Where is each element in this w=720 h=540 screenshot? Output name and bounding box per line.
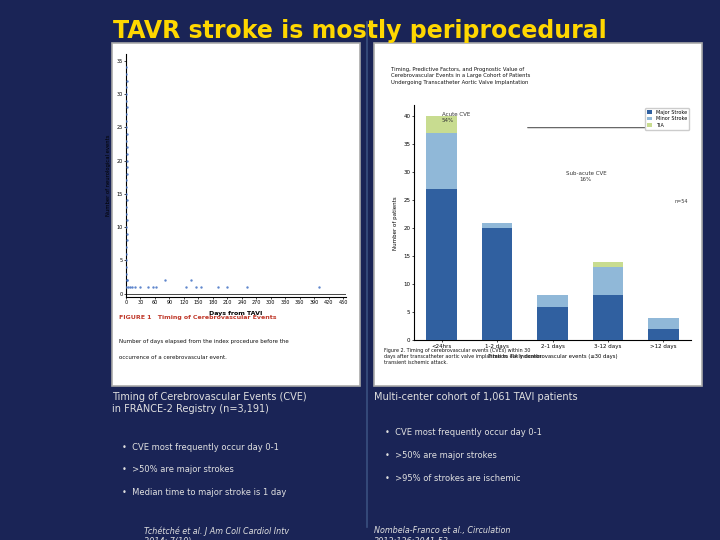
Text: Acute CVE
54%: Acute CVE 54% xyxy=(442,112,470,123)
Point xyxy=(126,283,138,292)
Bar xyxy=(593,262,624,267)
Point xyxy=(313,283,325,292)
Point xyxy=(212,283,223,292)
Point xyxy=(124,283,135,292)
Point xyxy=(120,256,132,265)
Point xyxy=(135,283,146,292)
Text: TAVR stroke is mostly periprocedural: TAVR stroke is mostly periprocedural xyxy=(113,19,607,43)
Point xyxy=(222,283,233,292)
Point xyxy=(121,63,132,72)
Point xyxy=(120,83,132,92)
Text: Timing, Predictive Factors, and Prognostic Value of
Cerebrovascular Events in a : Timing, Predictive Factors, and Prognost… xyxy=(391,66,530,85)
Bar xyxy=(482,222,513,228)
Bar xyxy=(648,318,679,329)
Bar xyxy=(648,329,679,340)
Text: n=54: n=54 xyxy=(675,199,688,204)
Point xyxy=(120,123,132,132)
Point xyxy=(121,269,132,278)
Text: •  >50% are major strokes: • >50% are major strokes xyxy=(385,451,497,460)
Point xyxy=(121,203,132,212)
Point xyxy=(120,136,132,145)
Text: Figure 2. Timing of cerebrovascular events (CVEs) within 30
days after transcath: Figure 2. Timing of cerebrovascular even… xyxy=(384,348,541,365)
Point xyxy=(121,249,132,258)
Bar xyxy=(482,228,513,340)
Bar xyxy=(537,307,568,340)
Text: Nombela-Franco et al., Circulation
2012;126:3041-53: Nombela-Franco et al., Circulation 2012;… xyxy=(374,526,511,540)
Text: •  Median time to major stroke is 1 day: • Median time to major stroke is 1 day xyxy=(122,488,287,497)
Point xyxy=(121,103,132,112)
Bar xyxy=(426,189,457,340)
Point xyxy=(129,283,140,292)
Point xyxy=(120,223,132,232)
Text: •  CVE most frequently occur day 0-1: • CVE most frequently occur day 0-1 xyxy=(385,428,542,437)
Point xyxy=(142,283,153,292)
Text: •  >95% of strokes are ischemic: • >95% of strokes are ischemic xyxy=(385,474,521,483)
Point xyxy=(181,283,192,292)
Point xyxy=(121,143,132,152)
Point xyxy=(121,130,132,138)
Point xyxy=(150,283,162,292)
Text: Multi-center cohort of 1,061 TAVI patients: Multi-center cohort of 1,061 TAVI patien… xyxy=(374,392,578,402)
Point xyxy=(121,96,132,105)
Point xyxy=(122,276,133,285)
Point xyxy=(121,276,132,285)
Point xyxy=(121,150,132,158)
Text: Number of days elapsed from the index procedure before the: Number of days elapsed from the index pr… xyxy=(119,339,289,344)
Point xyxy=(147,283,158,292)
X-axis label: Time to early cerebrovascular events (≤30 days): Time to early cerebrovascular events (≤3… xyxy=(487,354,618,359)
Point xyxy=(121,196,132,205)
Point xyxy=(121,170,132,178)
Point xyxy=(241,283,253,292)
Text: •  CVE most frequently occur day 0-1: • CVE most frequently occur day 0-1 xyxy=(122,443,279,452)
Text: occurrence of a cerebrovascular event.: occurrence of a cerebrovascular event. xyxy=(119,355,227,360)
Point xyxy=(120,90,132,98)
Bar xyxy=(593,295,624,340)
Point xyxy=(195,283,207,292)
Point xyxy=(121,216,132,225)
Point xyxy=(121,283,132,292)
Point xyxy=(121,210,132,218)
Bar xyxy=(426,133,457,189)
Bar xyxy=(426,117,457,133)
Point xyxy=(121,236,132,245)
Point xyxy=(121,230,132,238)
Point xyxy=(120,183,132,192)
Point xyxy=(190,283,202,292)
Text: Timing of Cerebrovascular Events (CVE)
in FRANCE-2 Registry (n=3,191): Timing of Cerebrovascular Events (CVE) i… xyxy=(112,392,306,414)
Point xyxy=(122,283,134,292)
Point xyxy=(120,70,132,78)
Y-axis label: Number of neurological events: Number of neurological events xyxy=(106,135,111,216)
Legend: Major Stroke, Minor Stroke, TIA: Major Stroke, Minor Stroke, TIA xyxy=(645,108,689,130)
Point xyxy=(120,243,132,252)
Text: Sub-acute CVE
16%: Sub-acute CVE 16% xyxy=(565,171,606,182)
Point xyxy=(120,190,132,198)
Point xyxy=(120,176,132,185)
Text: •  >50% are major strokes: • >50% are major strokes xyxy=(122,465,234,475)
Point xyxy=(121,76,132,85)
Point xyxy=(121,116,132,125)
Point xyxy=(185,276,197,285)
Point xyxy=(121,163,132,172)
Point xyxy=(121,263,132,272)
Text: FIGURE 1   Timing of Cerebrovascular Events: FIGURE 1 Timing of Cerebrovascular Event… xyxy=(119,315,276,320)
Bar xyxy=(593,267,624,295)
Point xyxy=(120,110,132,118)
Y-axis label: Number of patients: Number of patients xyxy=(393,196,398,249)
X-axis label: Days from TAVI: Days from TAVI xyxy=(209,311,263,316)
Text: Stroke: Stroke xyxy=(524,50,552,58)
Bar xyxy=(537,295,568,307)
Point xyxy=(121,156,132,165)
Point xyxy=(159,276,171,285)
Text: Tchétché et al. J Am Coll Cardiol Intv
2014; 7(10): Tchétché et al. J Am Coll Cardiol Intv 2… xyxy=(144,526,289,540)
